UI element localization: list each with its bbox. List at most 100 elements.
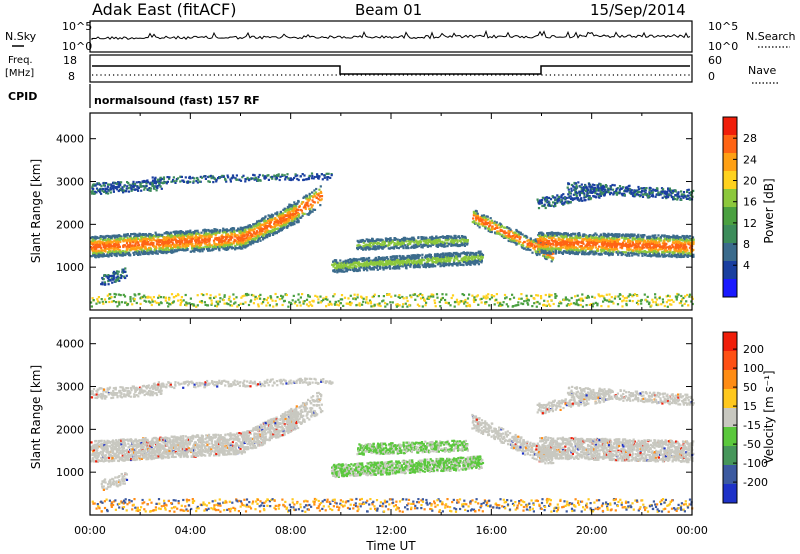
range-cell	[129, 243, 132, 247]
range-cell	[365, 243, 368, 246]
range-cell	[256, 240, 259, 243]
range-cell	[367, 260, 371, 263]
range-cell	[112, 278, 115, 281]
range-cell	[391, 240, 394, 243]
range-cell	[229, 241, 232, 244]
range-cell	[194, 242, 197, 245]
range-cell	[266, 231, 269, 234]
range-cell	[481, 224, 484, 227]
range-cell	[484, 227, 487, 230]
range-cell	[244, 239, 247, 242]
range-cell	[275, 212, 279, 216]
range-cell	[312, 177, 315, 180]
range-cell	[512, 231, 515, 235]
range-cell	[234, 248, 237, 251]
range-cell	[381, 239, 384, 242]
range-cell	[390, 256, 393, 259]
range-cell	[574, 232, 577, 235]
range-cell	[542, 249, 545, 253]
range-cell	[100, 283, 103, 286]
range-cell	[101, 281, 104, 284]
range-cell	[372, 268, 375, 271]
range-cell	[155, 189, 158, 192]
range-cell	[222, 247, 225, 250]
range-cell	[308, 196, 311, 199]
range-cell	[164, 238, 167, 241]
range-cell	[340, 266, 343, 269]
range-cell	[472, 214, 475, 217]
range-cell	[116, 248, 119, 251]
range-cell	[159, 239, 162, 242]
range-cell	[121, 268, 124, 271]
range-cell	[203, 230, 206, 233]
range-cell	[111, 250, 114, 253]
range-cell	[509, 238, 512, 242]
range-cell	[433, 257, 436, 260]
range-cell	[535, 252, 538, 255]
range-cell	[452, 239, 455, 242]
range-cell	[128, 240, 131, 243]
range-cell	[402, 259, 405, 262]
range-cell	[264, 222, 267, 225]
range-cell	[258, 237, 261, 240]
freq-tick-bottom: 8	[68, 70, 75, 83]
range-cell	[251, 240, 254, 243]
range-cell	[289, 177, 292, 180]
range-cell	[263, 220, 266, 223]
range-cell	[157, 243, 160, 246]
range-cell	[222, 245, 225, 248]
range-cell	[558, 242, 561, 245]
range-cell	[360, 257, 364, 261]
range-cell	[279, 222, 282, 225]
range-cell	[416, 260, 419, 263]
range-cell	[112, 276, 115, 279]
range-cell	[291, 210, 294, 213]
range-cell	[439, 236, 442, 239]
range-cell	[100, 246, 103, 250]
range-cell	[358, 269, 361, 272]
range-cell	[216, 230, 219, 233]
range-cell	[415, 256, 418, 259]
range-cell	[96, 241, 99, 244]
range-cell	[441, 235, 444, 238]
range-cell	[93, 239, 96, 242]
range-cell	[172, 178, 175, 182]
range-cell	[209, 244, 212, 247]
range-cell	[552, 252, 555, 255]
range-cell	[191, 249, 194, 252]
range-cell	[496, 230, 499, 233]
range-cell	[110, 245, 113, 248]
range-cell	[230, 177, 233, 180]
range-cell	[411, 236, 414, 239]
range-cell	[432, 242, 435, 245]
range-cell	[118, 251, 122, 254]
range-cell	[317, 198, 320, 201]
range-cell	[284, 221, 287, 224]
range-cell	[117, 270, 120, 273]
range-cell	[122, 240, 125, 243]
range-cell	[547, 239, 551, 243]
range-cell	[543, 251, 546, 254]
range-cell	[124, 239, 127, 242]
range-cell	[318, 188, 321, 191]
range-cell	[560, 251, 563, 254]
range-cell	[151, 243, 155, 246]
range-cell	[458, 260, 461, 263]
range-cell	[127, 182, 130, 185]
range-cell	[320, 195, 324, 198]
range-cell	[276, 227, 279, 230]
range-cell	[106, 192, 110, 195]
range-cell	[346, 260, 349, 263]
range-cell	[419, 239, 422, 242]
range-cell	[480, 223, 483, 226]
range-cell	[173, 235, 176, 239]
range-cell	[133, 248, 136, 251]
range-cell	[337, 264, 340, 267]
range-cell	[486, 215, 489, 218]
range-cell	[110, 277, 113, 280]
range-cell	[208, 237, 211, 240]
range-cell	[510, 230, 513, 233]
range-cell	[254, 176, 257, 179]
range-cell	[208, 245, 211, 248]
range-cell	[476, 212, 479, 215]
